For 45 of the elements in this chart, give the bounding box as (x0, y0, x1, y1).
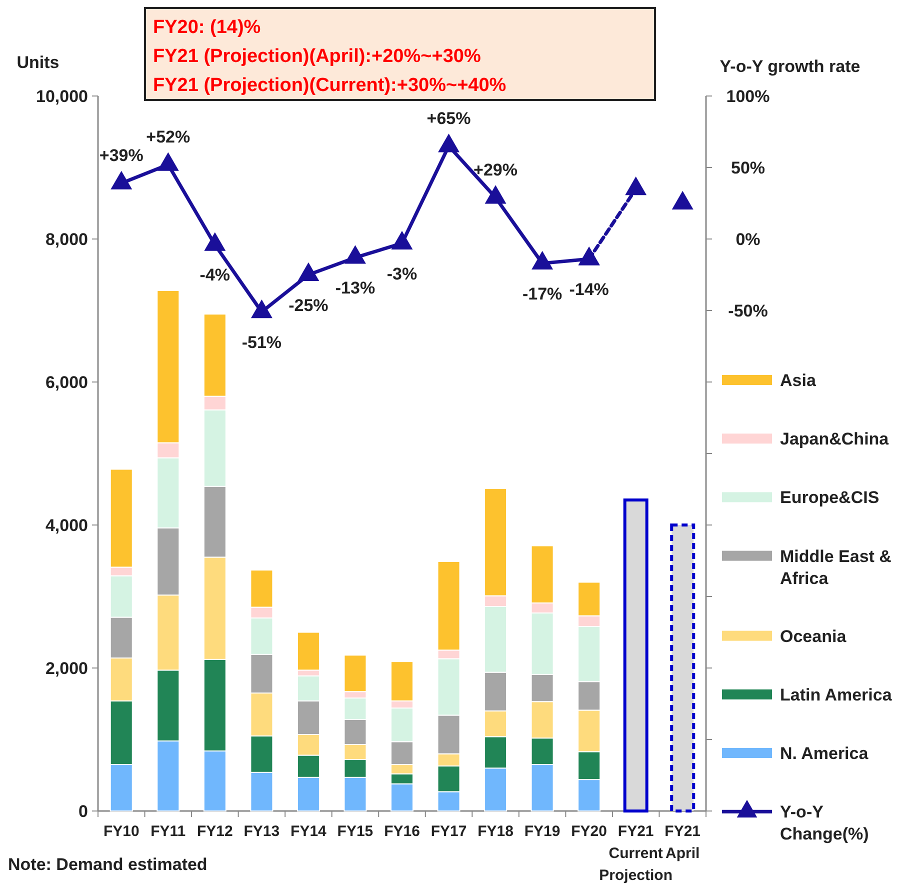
x-tick-label: FY11 (150, 823, 186, 840)
x-tick-label: FY13 (244, 823, 280, 840)
x-tick-label: FY21 April (664, 823, 701, 862)
x-tick-label: FY19 (524, 823, 560, 840)
y-tick-label: 4,000 (45, 516, 88, 535)
x-tick-label: FY14 (290, 823, 328, 840)
data-label: +52% (146, 128, 190, 147)
y2-tick-label: -50% (728, 302, 768, 320)
data-label: -3% (386, 264, 418, 284)
data-label: +39% (99, 146, 144, 166)
data-label: -17% (522, 284, 562, 304)
y-tick-label: 10,000 (36, 87, 88, 106)
y-tick-label: 2,000 (45, 659, 88, 678)
legend-label: Europe&CIS (780, 488, 880, 508)
data-label: +65% (426, 109, 471, 128)
legend-label: Middle East & Africa (780, 546, 892, 588)
y-tick-label: 0 (78, 802, 88, 821)
legend-label: Japan&China (780, 430, 890, 449)
y-axis-title: Units (16, 53, 60, 72)
legend-label: Y-o-Y Change(%) (780, 802, 869, 844)
y-tick-label: 8,000 (45, 230, 88, 249)
y2-tick-label: 100% (726, 87, 770, 106)
data-label: -14% (569, 280, 609, 300)
x-tick-label: FY10 (103, 823, 140, 840)
legend-label: N. America (780, 744, 869, 763)
y-tick-label: 6,000 (45, 373, 88, 392)
data-label: +29% (474, 160, 518, 180)
legend-label: Latin America (780, 685, 892, 704)
text: Note: Demand estimated (8, 855, 208, 874)
legend-label: Oceania (780, 626, 847, 646)
note-box: FY20: (14)% FY21 (Projection)(April):+20%~+30% FY21 (Projection)(Current):+30%~+40% (144, 7, 656, 101)
x-tick-label: FY18 (478, 823, 514, 840)
data-label: -25% (288, 296, 328, 315)
x-tick-label: FY12 (196, 823, 233, 840)
x-tick-label: FY17 (430, 823, 467, 840)
data-label: -4% (200, 266, 230, 285)
y2-tick-label: 50% (730, 158, 766, 178)
x-tick-label: FY20 (571, 823, 608, 840)
x-tick-label: FY15 (337, 823, 374, 840)
legend-label: Asia (780, 371, 816, 390)
y2-axis-title: Y-o-Y growth rate (720, 57, 860, 76)
data-label: -51% (242, 332, 282, 352)
data-label: -13% (335, 278, 376, 298)
y2-tick-label: 0% (736, 230, 760, 249)
x-tick-label: FY16 (384, 823, 420, 840)
